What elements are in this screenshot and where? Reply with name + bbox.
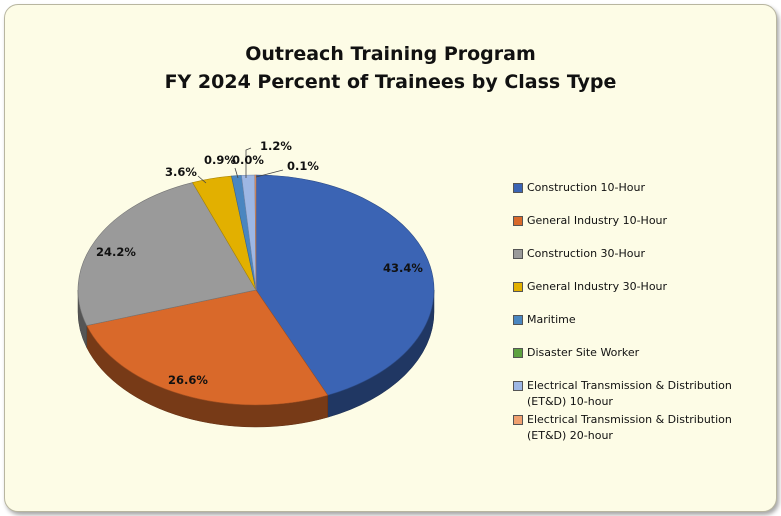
legend-item-5[interactable]: Disaster Site Worker [513,345,737,361]
chart-title: Outreach Training Program FY 2024 Percen… [0,40,781,96]
leader-line-7 [255,169,284,178]
data-label-1: 26.6% [168,373,208,387]
legend-item-2[interactable]: Construction 30-Hour [513,246,737,262]
data-label-0: 43.4% [383,261,423,275]
pie-slice-7[interactable] [254,174,257,291]
legend-item-3[interactable]: General Industry 30-Hour [513,279,737,295]
data-labels: 43.4% 26.6% 24.2% 3.6% 0.9%0.0%1.2% 0.1% [96,139,423,387]
pie-slice-0[interactable] [255,174,435,396]
data-label-7: 0.1% [287,159,319,173]
legend-swatch-5 [513,348,523,358]
legend-label-5: Disaster Site Worker [527,346,640,359]
legend-swatch-4 [513,315,523,325]
legend-swatch-6 [513,381,523,391]
data-label-2: 24.2% [96,245,136,259]
legend-item-1[interactable]: General Industry 10-Hour [513,213,737,229]
pie-slice-2[interactable] [77,182,257,326]
label-leaders [197,147,284,184]
chart-title-line1: Outreach Training Program [245,43,536,65]
pie-slice-1[interactable] [86,289,329,406]
data-label-5: 0.0% [232,153,264,167]
leader-line-3 [197,175,207,184]
legend-label-4: Maritime [527,313,576,326]
legend-label-3: General Industry 30-Hour [527,280,668,293]
legend-swatch-2 [513,249,523,259]
legend-item-0[interactable]: Construction 10-Hour [513,180,737,196]
legend-item-6[interactable]: Electrical Transmission & Distribution (… [513,378,737,410]
legend-label-0: Construction 10-Hour [527,181,645,194]
legend-swatch-3 [513,282,523,292]
legend-item-7[interactable]: Electrical Transmission & Distribution (… [513,412,737,444]
legend-swatch-7 [513,415,523,425]
legend-label-2: Construction 30-Hour [527,247,645,260]
pie-slices [77,174,435,406]
legend-label-7: Electrical Transmission & Distribution (… [527,413,732,442]
legend-label-6: Electrical Transmission & Distribution (… [527,379,732,408]
leader-line-6 [245,147,252,178]
data-label-4: 0.9% [204,153,236,167]
legend-item-4[interactable]: Maritime [513,312,737,328]
legend-label-1: General Industry 10-Hour [527,214,668,227]
legend-swatch-0 [513,183,523,193]
legend-swatch-1 [513,216,523,226]
data-label-3: 3.6% [165,165,197,179]
data-label-6: 1.2% [260,139,292,153]
leader-line-4 [234,167,239,179]
chart-title-line2: FY 2024 Percent of Trainees by Class Typ… [164,71,617,93]
